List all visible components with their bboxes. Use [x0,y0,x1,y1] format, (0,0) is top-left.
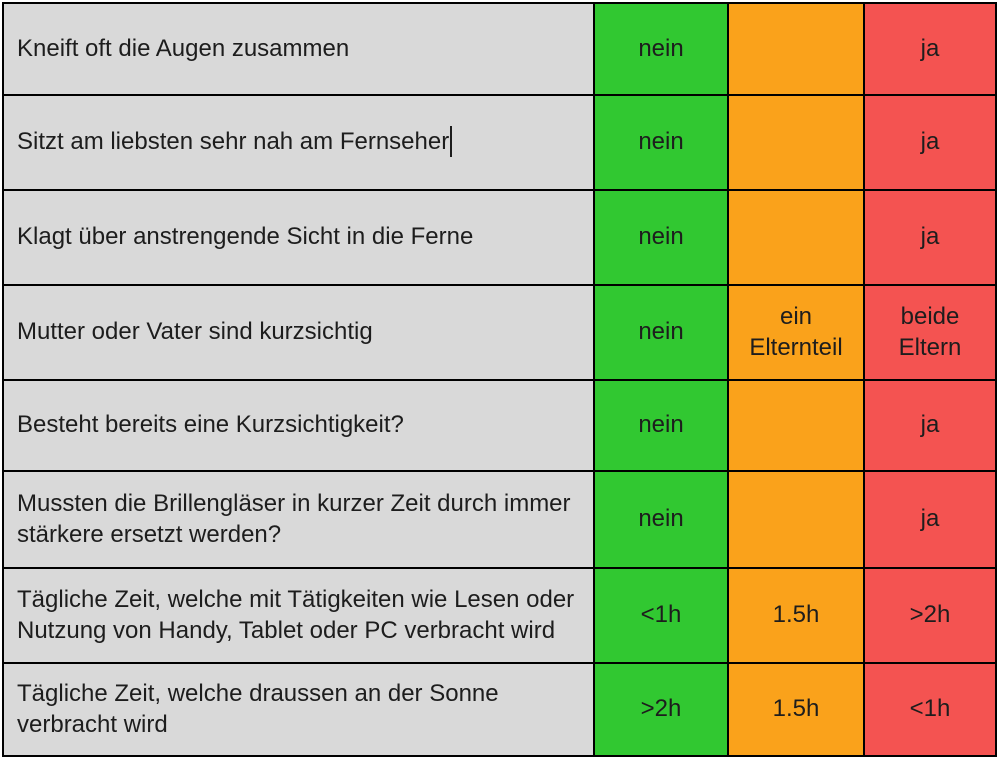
answer-high-cell[interactable]: beide Eltern [863,284,997,381]
answer-text: nein [638,223,684,251]
table-row: Sitzt am liebsten sehr nah am Fernseher n… [2,94,997,191]
question-text: Sitzt am liebsten sehr nah am Fernseher [17,127,450,155]
answer-text: ja [920,505,940,533]
answer-text: ja [920,128,940,156]
question-text: Besteht bereits eine Kurzsichtigkeit? [17,411,404,439]
answer-high-cell[interactable]: ja [863,2,997,96]
answer-medium-cell[interactable] [727,470,865,569]
answer-low-cell[interactable]: >2h [593,662,729,757]
answer-high-cell[interactable]: ja [863,94,997,191]
table-row: Tägliche Zeit, welche draussen an der So… [2,662,997,757]
table-row: Klagt über anstrengende Sicht in die Fer… [2,189,997,286]
question-cell[interactable]: Tägliche Zeit, welche mit Tätigkeiten wi… [2,567,595,664]
answer-text: beide Eltern [898,303,962,361]
answer-high-cell[interactable]: ja [863,470,997,569]
question-text: Klagt über anstrengende Sicht in die Fer… [17,223,474,251]
table-row: Tägliche Zeit, welche mit Tätigkeiten wi… [2,567,997,664]
answer-medium-cell[interactable] [727,379,865,472]
question-cell[interactable]: Besteht bereits eine Kurzsichtigkeit? [2,379,595,472]
table-row: Besteht bereits eine Kurzsichtigkeit? nei… [2,379,997,472]
question-text: Mutter oder Vater sind kurzsichtig [17,318,373,346]
question-text: Kneift oft die Augen zusammen [17,34,350,62]
answer-text: 1.5h [772,601,820,629]
answer-text: ja [920,34,940,62]
table-row: Kneift oft die Augen zusammen nein ja [2,2,997,96]
answer-text: 1.5h [772,695,820,723]
question-cell[interactable]: Tägliche Zeit, welche draussen an der So… [2,662,595,757]
table-row: Mussten die Brillengläser in kurzer Zeit… [2,470,997,569]
answer-high-cell[interactable]: <1h [863,662,997,757]
answer-medium-cell[interactable] [727,189,865,286]
table-row: Mutter oder Vater sind kurzsichtig nein ei… [2,284,997,381]
answer-text: nein [638,128,684,156]
answer-text: <1h [640,601,682,629]
answer-low-cell[interactable]: <1h [593,567,729,664]
answer-medium-cell[interactable]: 1.5h [727,567,865,664]
answer-text: ja [920,223,940,251]
answer-high-cell[interactable]: ja [863,379,997,472]
answer-medium-cell[interactable]: 1.5h [727,662,865,757]
question-text: Tägliche Zeit, welche draussen an der So… [17,680,499,738]
question-cell[interactable]: Mutter oder Vater sind kurzsichtig [2,284,595,381]
answer-text: >2h [909,601,951,629]
answer-low-cell[interactable]: nein [593,470,729,569]
answer-medium-cell[interactable]: ein Elternteil [727,284,865,381]
question-cell[interactable]: Klagt über anstrengende Sicht in die Fer… [2,189,595,286]
question-cell[interactable]: Mussten die Brillengläser in kurzer Zeit… [2,470,595,569]
answer-text: nein [638,318,684,346]
question-text: Tägliche Zeit, welche mit Tätigkeiten wi… [17,586,575,644]
answer-low-cell[interactable]: nein [593,2,729,96]
answer-low-cell[interactable]: nein [593,189,729,286]
answer-text: <1h [909,695,951,723]
answer-medium-cell[interactable] [727,2,865,96]
answer-low-cell[interactable]: nein [593,94,729,191]
answer-medium-cell[interactable] [727,94,865,191]
answer-low-cell[interactable]: nein [593,284,729,381]
text-caret [450,126,453,158]
answer-text: >2h [640,695,682,723]
answer-high-cell[interactable]: ja [863,189,997,286]
answer-text: nein [638,411,684,439]
answer-low-cell[interactable]: nein [593,379,729,472]
answer-text: ein Elternteil [749,303,843,361]
answer-text: nein [638,505,684,533]
question-cell[interactable]: Kneift oft die Augen zusammen [2,2,595,96]
question-text: Mussten die Brillengläser in kurzer Zeit… [17,490,571,548]
question-cell[interactable]: Sitzt am liebsten sehr nah am Fernseher [2,94,595,191]
answer-text: nein [638,34,684,62]
answer-text: ja [920,411,940,439]
answer-high-cell[interactable]: >2h [863,567,997,664]
